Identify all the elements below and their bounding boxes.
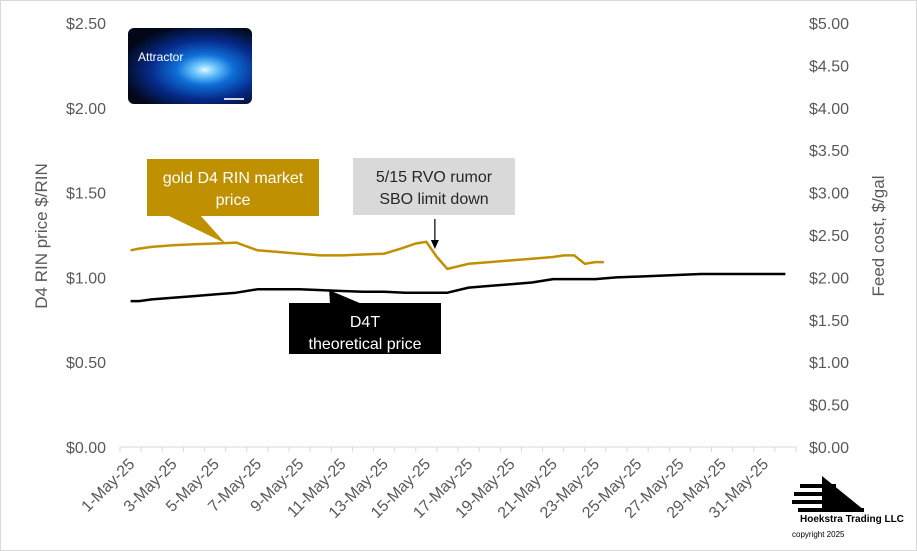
annotation-pointer-gold — [167, 215, 226, 244]
company-name: Hoekstra Trading LLC — [800, 514, 904, 525]
y2-tick-label: $4.00 — [809, 101, 849, 118]
y-axis-tick-labels: $0.00 $0.50 $1.00 $1.50 $2.00 $2.50 — [66, 16, 106, 457]
series-line-d4t — [130, 272, 786, 303]
logo-mark — [224, 88, 244, 100]
y2-tick-label: $2.00 — [809, 270, 849, 287]
annotation-text-d4t: theoretical price — [309, 336, 422, 353]
y2-axis-title: Feed cost, $/gal — [869, 176, 888, 297]
y2-tick-label: $0.50 — [809, 398, 849, 415]
y-tick-label: $1.50 — [66, 186, 106, 203]
y-tick-label: $1.00 — [66, 270, 106, 287]
annotation-text-gold: gold D4 RIN market — [163, 170, 304, 187]
stairs-icon — [792, 476, 864, 512]
annotation-arrowhead-rumor — [430, 240, 439, 249]
annotation-box-d4t — [289, 303, 441, 354]
y2-tick-label: $3.00 — [809, 186, 849, 203]
logo-text: Attractor — [138, 50, 184, 64]
annotation-text-rumor: 5/15 RVO rumor — [376, 169, 493, 186]
company-logo: Hoekstra Trading LLC copyright 2025 — [792, 474, 904, 539]
y2-tick-label: $5.00 — [809, 16, 849, 33]
y2-tick-label: $1.00 — [809, 355, 849, 372]
attractor-logo: Attractor — [128, 28, 252, 104]
y2-tick-label: $3.50 — [809, 143, 849, 160]
annotation-box-gold — [147, 159, 319, 216]
y-axis-title: D4 RIN price $/RIN — [32, 163, 51, 308]
annotation-text-rumor: SBO limit down — [379, 191, 488, 208]
y2-tick-label: $2.50 — [809, 228, 849, 245]
x-axis-tick-labels: 1-May-253-May-255-May-257-May-259-May-25… — [79, 456, 773, 522]
annotation-box-rumor — [353, 158, 515, 215]
series-line-gold — [130, 240, 604, 271]
annotation-text-d4t: D4T — [350, 314, 380, 331]
chart-axes — [119, 446, 797, 452]
y-tick-label: $0.00 — [66, 440, 106, 457]
y2-tick-label: $1.50 — [809, 313, 849, 330]
y-tick-label: $2.00 — [66, 101, 106, 118]
y-tick-label: $2.50 — [66, 16, 106, 33]
y-tick-label: $0.50 — [66, 355, 106, 372]
annotation-pointer-d4t — [329, 290, 362, 304]
y2-tick-label: $4.50 — [809, 58, 849, 75]
annotations: gold D4 RIN market price 5/15 RVO rumor SBO… — [147, 158, 515, 354]
y2-axis-tick-labels: $0.00 $0.50 $1.00 $1.50 $2.00 $2.50 $3.00 $3.50… — [809, 16, 849, 457]
annotation-text-gold: price — [216, 192, 251, 209]
company-copyright: copyright 2025 — [792, 530, 845, 539]
series-lines — [130, 240, 786, 303]
y2-tick-label: $0.00 — [809, 440, 849, 457]
